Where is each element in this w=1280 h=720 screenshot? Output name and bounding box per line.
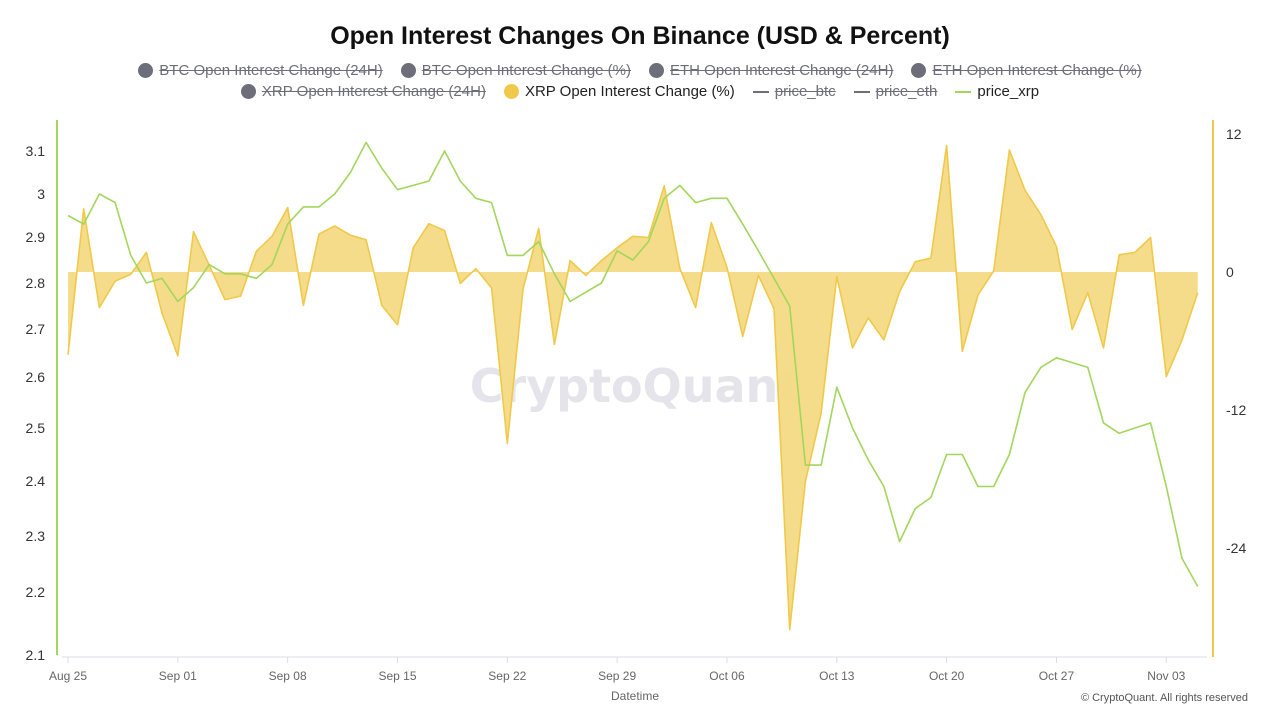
left-axis-tick-label: 2.3 — [26, 528, 46, 544]
legend-dot-icon — [138, 63, 154, 78]
right-axis-tick-label: -24 — [1226, 540, 1246, 556]
left-axis-tick-label: 2.2 — [26, 584, 46, 600]
x-axis-tick-label: Sep 22 — [488, 669, 526, 683]
copyright-notice: © CryptoQuant. All rights reserved — [1080, 692, 1248, 704]
left-axis-tick-label: 2.5 — [26, 420, 46, 436]
right-axis-tick-label: -12 — [1226, 402, 1246, 418]
legend-item-eth-oi-pct[interactable]: ETH Open Interest Change (%) — [911, 62, 1142, 79]
x-axis: Aug 25 Sep 01 Sep 08 Sep 15 Sep 22 Sep 29 Oct … — [49, 656, 1207, 683]
legend-item-price-xrp[interactable]: price_xrp — [955, 83, 1039, 100]
left-axis-tick-label: 3.1 — [26, 143, 46, 159]
legend-line-icon — [752, 90, 769, 93]
price-xrp-line[interactable] — [67, 141, 1199, 587]
chart-title: Open Interest Changes On Binance (USD & … — [330, 22, 950, 50]
legend-label: ETH Open Interest Change (%) — [932, 62, 1142, 79]
legend-label: price_btc — [774, 83, 836, 100]
left-axis-tick-label: 2.8 — [26, 275, 46, 291]
left-axis-tick-label: 2.4 — [26, 473, 46, 489]
legend-item-price-eth[interactable]: price_eth — [853, 83, 938, 100]
x-axis-tick-label: Oct 06 — [709, 669, 745, 683]
x-axis-title: Datetime — [610, 689, 660, 703]
legend-dot-icon — [503, 84, 519, 99]
x-axis-tick-label: Sep 08 — [269, 669, 307, 683]
left-axis-tick-label: 3 — [37, 186, 45, 202]
x-axis-tick-label: Oct 13 — [819, 669, 855, 683]
legend-item-xrp-oi-pct[interactable]: XRP Open Interest Change (%) — [503, 83, 735, 100]
legend-item-btc-oi-pct[interactable]: BTC Open Interest Change (%) — [400, 62, 631, 79]
left-axis-tick-label: 2.6 — [26, 369, 46, 385]
legend-item-price-btc[interactable]: price_btc — [752, 83, 836, 100]
left-y-axis: 3.1 3 2.9 2.8 2.7 2.6 2.5 2.4 2.3 2.2 2.1 — [26, 120, 58, 663]
legend-dot-icon — [911, 63, 927, 78]
legend-dot-icon — [649, 63, 664, 78]
x-axis-tick-label: Sep 01 — [159, 669, 197, 683]
left-axis-tick-label: 2.7 — [26, 321, 46, 337]
legend-line-icon — [955, 90, 972, 93]
legend-label: price_xrp — [977, 83, 1040, 100]
legend-item-btc-oi-24h[interactable]: BTC Open Interest Change (24H) — [138, 62, 383, 79]
right-axis-tick-label: 12 — [1226, 126, 1242, 142]
watermark: CryptoQuant — [470, 359, 801, 413]
left-axis-tick-label: 2.9 — [26, 229, 46, 245]
x-axis-tick-label: Oct 27 — [1039, 669, 1075, 683]
x-axis-tick-label: Sep 29 — [598, 669, 636, 683]
legend-label: BTC Open Interest Change (%) — [421, 62, 631, 79]
legend-label: XRP Open Interest Change (%) — [524, 83, 735, 100]
legend-row-2: XRP Open Interest Change (24H) XRP Open … — [0, 83, 1280, 100]
legend-label: XRP Open Interest Change (24H) — [261, 83, 486, 100]
x-axis-tick-label: Nov 03 — [1147, 669, 1185, 683]
legend-label: BTC Open Interest Change (24H) — [159, 62, 383, 79]
right-axis-tick-label: 0 — [1226, 264, 1234, 280]
x-axis-tick-label: Oct 20 — [929, 669, 965, 683]
legend-dot-icon — [400, 63, 416, 78]
legend-item-eth-oi-24h[interactable]: ETH Open Interest Change (24H) — [649, 62, 893, 79]
left-axis-tick-label: 2.1 — [26, 647, 46, 663]
right-y-axis: 12 0 -12 -24 — [1212, 120, 1246, 657]
legend-label: ETH Open Interest Change (24H) — [670, 62, 894, 79]
legend-line-icon — [853, 90, 870, 93]
x-axis-tick-label: Sep 15 — [378, 669, 416, 683]
legend-row-1: BTC Open Interest Change (24H) BTC Open … — [0, 62, 1280, 79]
legend-dot-icon — [240, 84, 256, 99]
legend-item-xrp-oi-24h[interactable]: XRP Open Interest Change (24H) — [240, 83, 486, 100]
legend-label: price_eth — [875, 83, 938, 100]
x-axis-tick-label: Aug 25 — [49, 669, 87, 683]
xrp-oi-change-area[interactable] — [67, 144, 1199, 631]
